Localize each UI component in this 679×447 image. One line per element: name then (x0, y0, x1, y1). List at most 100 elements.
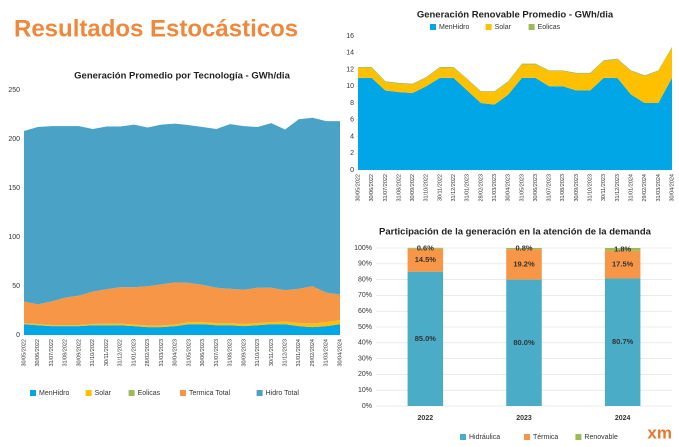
x-tick-label: 31/10/2022 (90, 339, 96, 367)
x-tick-label: 30/11/2022 (437, 174, 443, 201)
legend-label: Solar (95, 390, 112, 397)
y-tick-label: 50 (12, 283, 20, 290)
x-tick-label: 30/04/2024 (669, 174, 675, 202)
legend-swatch (460, 434, 466, 440)
y-tick-label: 200 (8, 136, 20, 143)
y-tick-label: 40% (358, 340, 372, 347)
x-tick-label: 31/01/2024 (628, 174, 634, 202)
legend-label: Solar (495, 24, 512, 31)
y-tick-label: 6 (350, 117, 354, 124)
x-tick-label: 2022 (418, 415, 434, 422)
legend-swatch (485, 24, 492, 30)
x-tick-label: 31/01/2024 (296, 339, 302, 367)
x-tick-label: 30/05/2022 (355, 174, 361, 202)
y-tick-label: 60% (358, 308, 372, 315)
value-label: 17.5% (612, 260, 634, 269)
bar-segment (604, 278, 641, 406)
y-tick-label: 100 (8, 234, 20, 241)
x-tick-label: 30/09/2023 (574, 174, 580, 202)
x-tick-label: 30/04/2024 (337, 339, 343, 367)
legend-label: Eolicas (138, 390, 161, 397)
y-tick-label: 150 (8, 185, 20, 192)
legend-swatch (256, 390, 263, 396)
y-tick-label: 2 (350, 150, 354, 157)
legend-swatch (30, 390, 36, 396)
x-tick-label: 29/02/2024 (310, 339, 316, 367)
legend-swatch (528, 24, 535, 30)
area (358, 77, 672, 170)
x-tick-label: 30/06/2023 (533, 174, 539, 202)
bar-segment (604, 248, 641, 251)
legend-swatch (180, 390, 186, 396)
value-label: 80.0% (513, 338, 535, 347)
x-tick-label: 30/06/2022 (35, 339, 41, 367)
x-tick-label: 31/05/2023 (186, 339, 192, 367)
y-tick-label: 4 (350, 133, 354, 140)
value-label: 14.5% (415, 255, 437, 264)
y-tick-label: 50% (358, 324, 372, 331)
bar-segment (407, 248, 444, 272)
x-tick-label: 30/09/2022 (76, 339, 82, 367)
y-tick-label: 90% (358, 261, 372, 268)
y-tick-label: 250 (8, 87, 20, 94)
x-tick-label: 28/02/2023 (478, 174, 484, 202)
x-tick-label: 31/12/2022 (451, 174, 457, 202)
slide-title: Resultados Estocásticos (14, 15, 298, 42)
y-tick-label: 10 (346, 83, 354, 90)
y-tick-label: 16 (346, 33, 354, 40)
value-label: 1.8% (614, 244, 631, 253)
bar-segment (506, 248, 542, 250)
y-tick-label: 0 (350, 167, 354, 174)
x-tick-label: 30/05/2022 (21, 339, 27, 367)
x-tick-label: 30/04/2023 (506, 174, 512, 202)
x-tick-label: 30/04/2023 (173, 339, 179, 367)
x-tick-label: 30/11/2023 (601, 174, 607, 201)
x-tick-label: 31/01/2023 (131, 339, 137, 367)
legend-swatch (430, 24, 436, 30)
x-tick-label: 31/12/2023 (282, 339, 288, 367)
y-tick-label: 0 (16, 332, 20, 339)
x-tick-label: 31/12/2023 (615, 174, 621, 202)
x-tick-label: 31/10/2023 (588, 174, 594, 202)
x-tick-label: 31/03/2023 (492, 174, 498, 202)
x-tick-label: 31/03/2023 (159, 339, 165, 367)
bar-segment (407, 271, 444, 406)
x-tick-label: 30/06/2022 (369, 174, 375, 202)
y-tick-label: 80% (358, 276, 372, 283)
x-tick-label: 31/05/2023 (519, 174, 525, 202)
value-label: 85.0% (415, 334, 437, 343)
x-tick-label: 30/11/2022 (104, 339, 110, 366)
area (24, 324, 340, 335)
bar-segment (407, 247, 444, 249)
area (24, 320, 340, 328)
y-tick-label: 0% (362, 403, 372, 410)
x-tick-label: 30/11/2023 (269, 339, 275, 366)
legend-label: MenHidro (39, 390, 69, 397)
value-label: 19.2% (513, 259, 535, 268)
area (24, 117, 340, 305)
value-label: 0.8% (515, 244, 532, 253)
legend-label: MenHidro (439, 24, 469, 31)
bar-segment (604, 250, 641, 279)
legend-label: Hidro Total (266, 390, 300, 397)
value-label: 80.7% (612, 337, 634, 346)
value-label: 0.6% (417, 243, 434, 252)
x-tick-label: 31/03/2024 (656, 174, 662, 202)
chart-title: Generación Promedio por Tecnología - GWh… (74, 71, 290, 82)
x-tick-label: 31/07/2023 (214, 339, 220, 367)
x-tick-label: 31/12/2022 (118, 339, 124, 367)
y-tick-label: 30% (358, 355, 372, 362)
legend-label: Hidráulica (469, 434, 500, 441)
legend-label: Termica Total (189, 390, 231, 397)
bar-segment (506, 249, 542, 280)
x-tick-label: 31/10/2023 (255, 339, 261, 367)
y-tick-label: 8 (350, 100, 354, 107)
x-tick-label: 28/02/2023 (145, 339, 151, 367)
area (358, 47, 672, 105)
bar-segment (506, 279, 542, 406)
x-tick-label: 30/09/2023 (241, 339, 247, 367)
legend-swatch (524, 434, 530, 440)
legend-swatch (128, 390, 135, 396)
legend-swatch (575, 434, 582, 440)
